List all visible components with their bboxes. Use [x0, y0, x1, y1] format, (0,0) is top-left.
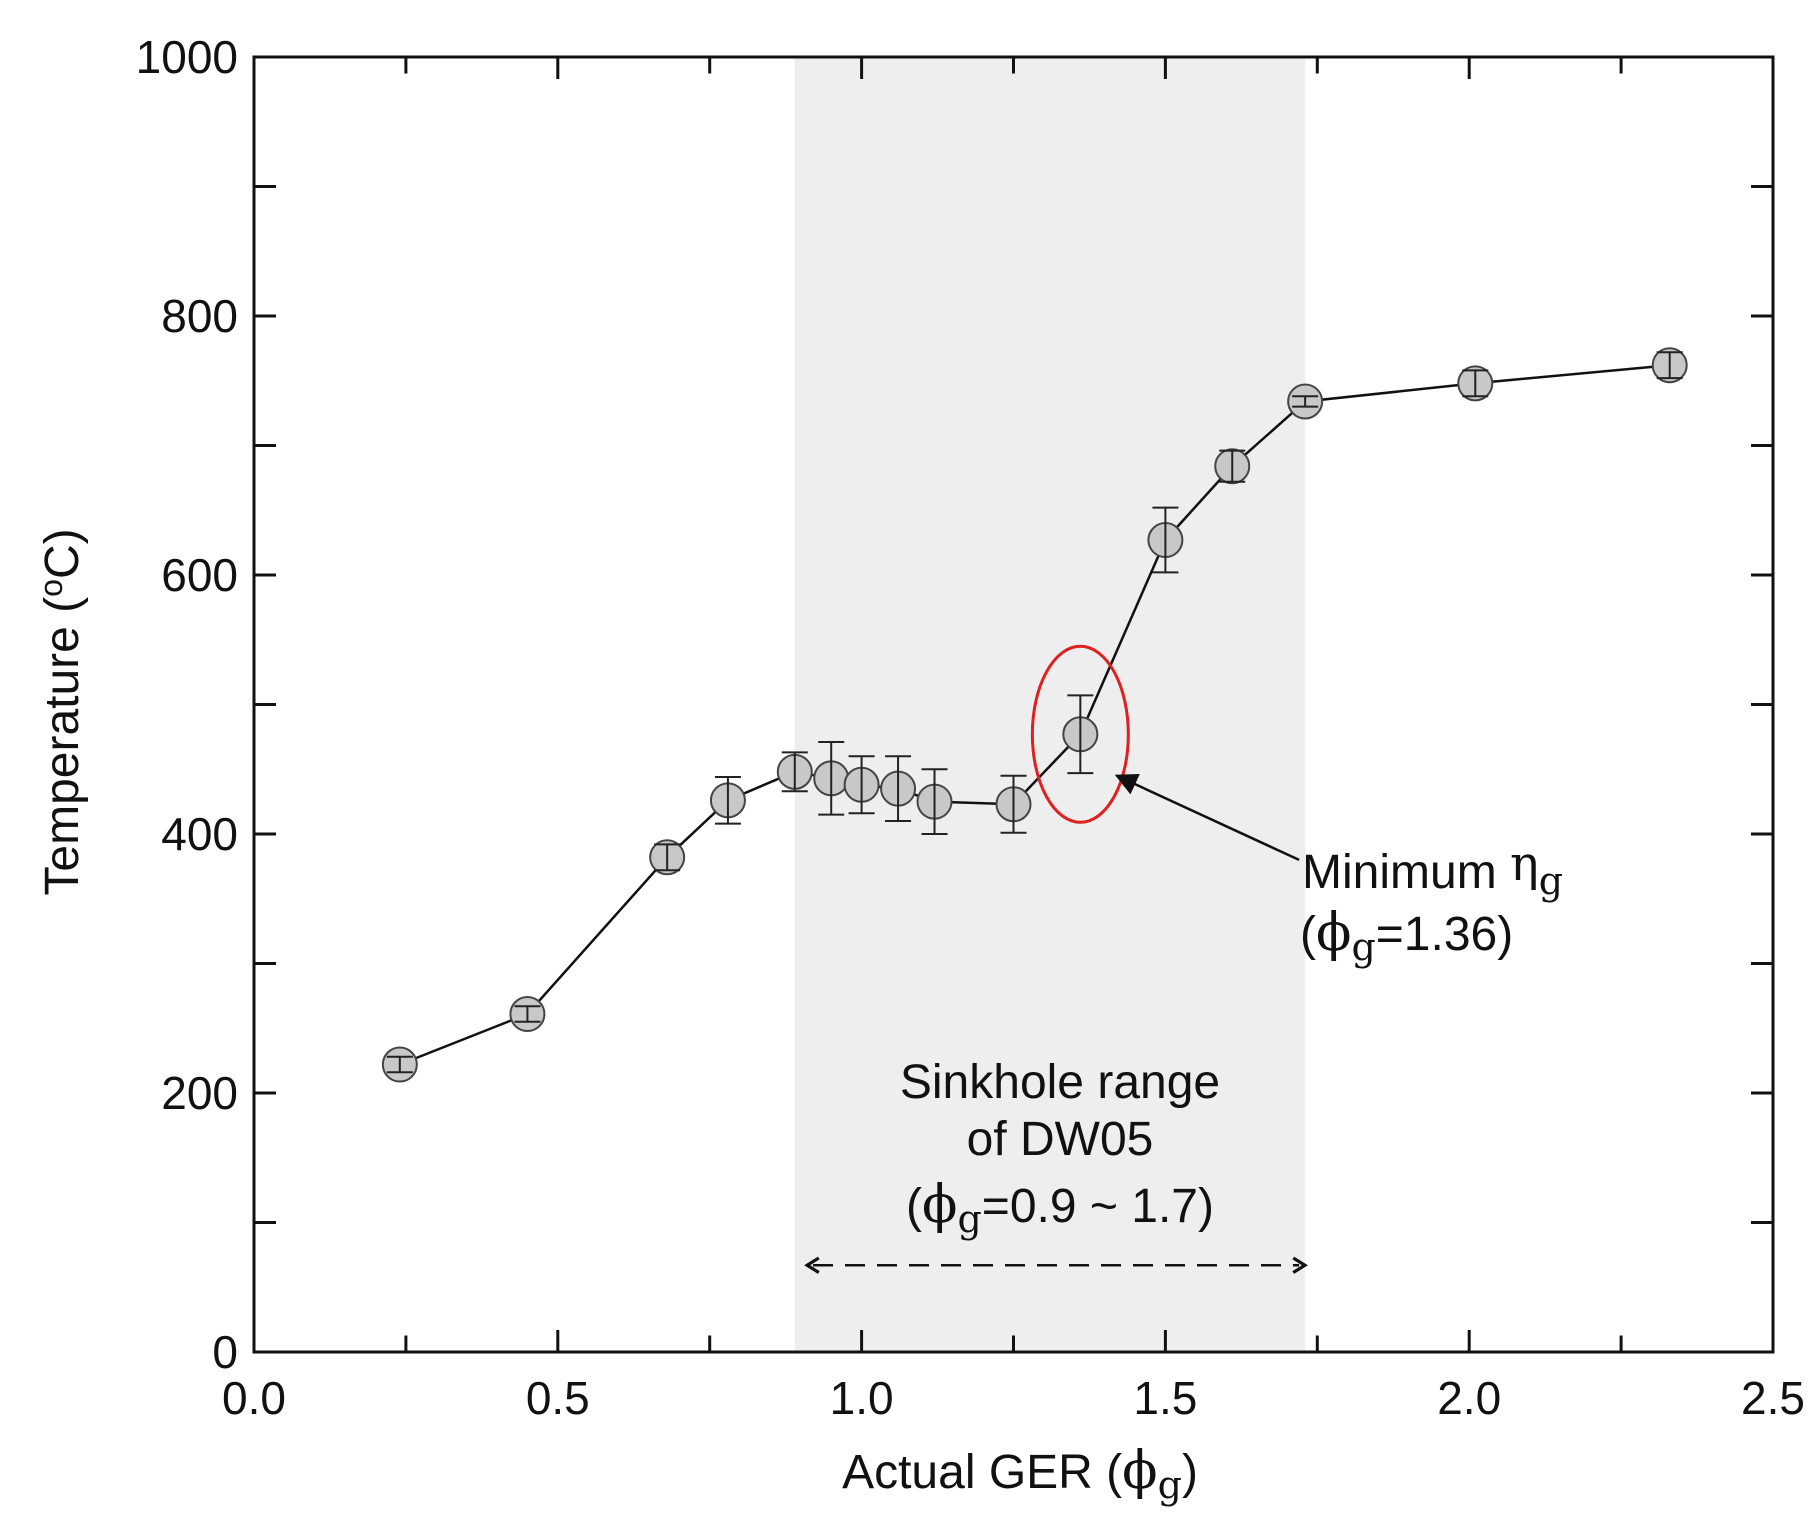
x-tick-label: 2.0 — [1437, 1372, 1501, 1424]
x-tick-label: 0.5 — [526, 1372, 590, 1424]
sinkhole-annotation-line1: Sinkhole range — [900, 1056, 1220, 1109]
paren-open: ( — [1300, 908, 1316, 961]
minimum-annotation-arrow — [1114, 774, 1300, 862]
series-line — [399, 363, 1670, 1066]
y-tick-label: 400 — [161, 808, 238, 860]
minimum-label: Minimum — [1302, 846, 1510, 899]
minimum-annotation-line2: (ϕg=1.36) — [1300, 903, 1513, 969]
plot-frame — [252, 55, 1775, 1354]
y-tick-labels: 0 200 400 600 800 1000 — [136, 31, 238, 1378]
minimum-highlight-ellipse — [1030, 644, 1130, 824]
phi-subscript: g — [957, 1197, 981, 1241]
phi-symbol: ϕ — [922, 1175, 957, 1235]
eta-subscript: g — [1539, 859, 1563, 903]
phi-subscript: g — [1351, 925, 1375, 969]
data-point — [995, 774, 1032, 834]
x-tick-labels: 0.0 0.5 1.0 1.5 2.0 2.5 — [222, 1372, 1805, 1424]
paren-open: ( — [906, 1180, 922, 1233]
x-axis-title: Actual GER (ϕg) — [842, 1441, 1198, 1507]
data-point — [1214, 448, 1251, 485]
minimum-value: =1.36) — [1376, 908, 1513, 961]
data-point — [709, 776, 746, 825]
sinkhole-range-value: =0.9 ~ 1.7) — [982, 1180, 1214, 1233]
y-axis-title-text: Temperature ( — [36, 597, 89, 896]
data-point — [813, 741, 850, 816]
paren-close: ) — [1182, 1446, 1198, 1499]
data-point — [1287, 383, 1324, 420]
x-tick-label: 1.5 — [1133, 1372, 1197, 1424]
data-point — [1457, 365, 1494, 402]
data-points — [381, 347, 1688, 1083]
x-tick-label: 0.0 — [222, 1372, 286, 1424]
y-tick-label: 600 — [161, 549, 238, 601]
y-tick-label: 200 — [161, 1067, 238, 1119]
data-point — [880, 755, 917, 823]
x-tick-label: 1.0 — [830, 1372, 894, 1424]
eta-symbol: η — [1510, 836, 1539, 892]
x-tick-label: 2.5 — [1741, 1372, 1805, 1424]
x-axis-title-text: Actual GER ( — [842, 1446, 1122, 1499]
data-point — [509, 996, 546, 1033]
data-point — [1147, 506, 1184, 574]
sinkhole-annotation-line2: of DW05 — [967, 1113, 1154, 1166]
y-tick-label: 800 — [161, 290, 238, 342]
data-point — [381, 1046, 418, 1083]
sinkhole-shaded-region — [794, 57, 1306, 1352]
data-point — [776, 751, 813, 793]
phi-symbol: ϕ — [1122, 1441, 1157, 1501]
y-tick-label: 1000 — [136, 31, 238, 83]
data-point — [1651, 347, 1688, 384]
phi-symbol: ϕ — [1316, 903, 1351, 963]
unit-text: C) — [36, 528, 89, 579]
y-tick-label: 0 — [212, 1326, 238, 1378]
y-axis-title: Temperature (oC) — [33, 528, 89, 895]
data-point — [1062, 694, 1099, 775]
degree-symbol: o — [33, 579, 69, 597]
data-point — [916, 768, 953, 835]
data-point — [649, 839, 686, 876]
sinkhole-annotation-line3: (ϕg=0.9 ~ 1.7) — [906, 1175, 1214, 1241]
minimum-annotation-line1: Minimum ηg — [1302, 836, 1563, 903]
phi-subscript: g — [1158, 1463, 1182, 1507]
data-point — [843, 755, 880, 815]
